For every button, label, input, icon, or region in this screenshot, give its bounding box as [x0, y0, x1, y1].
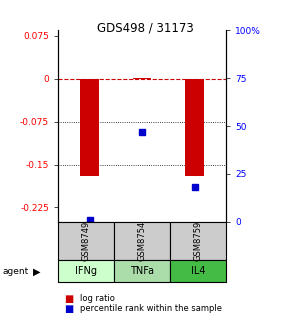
Text: ■: ■: [64, 294, 73, 304]
Text: IFNg: IFNg: [75, 266, 97, 276]
Text: agent: agent: [3, 267, 29, 276]
Text: GSM8749: GSM8749: [81, 221, 90, 261]
Bar: [133, 78, 151, 79]
Text: percentile rank within the sample: percentile rank within the sample: [80, 304, 222, 313]
Text: log ratio: log ratio: [80, 294, 115, 303]
Bar: [186, 79, 204, 176]
Text: GSM8754: GSM8754: [137, 221, 147, 261]
Bar: [80, 79, 99, 176]
Text: GDS498 / 31173: GDS498 / 31173: [97, 22, 193, 35]
Text: GSM8759: GSM8759: [194, 221, 203, 261]
Text: ■: ■: [64, 304, 73, 314]
Text: TNFa: TNFa: [130, 266, 154, 276]
Text: ▶: ▶: [33, 266, 41, 276]
Text: IL4: IL4: [191, 266, 205, 276]
